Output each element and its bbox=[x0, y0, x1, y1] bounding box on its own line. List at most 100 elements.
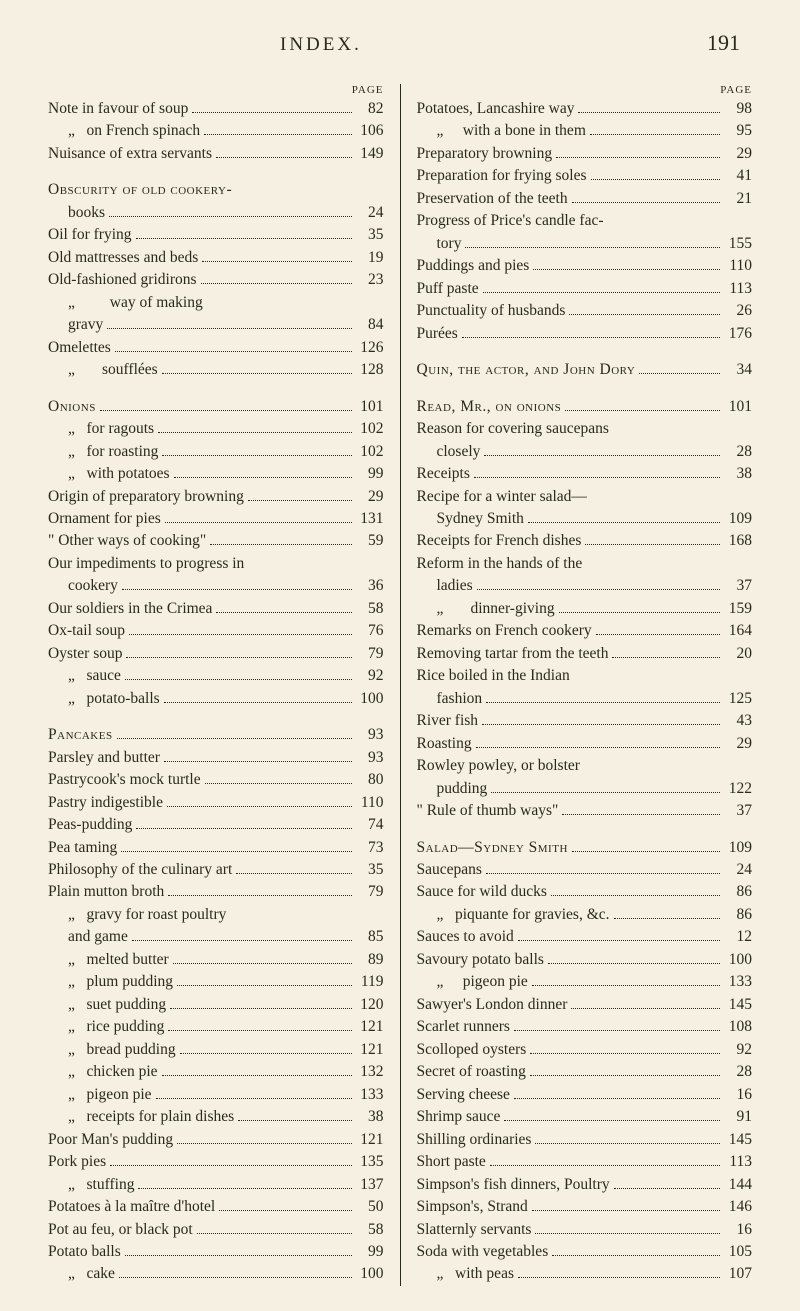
leader-dots bbox=[162, 373, 352, 374]
entry-text: Preservation of the teeth bbox=[417, 188, 568, 210]
entry-page: 113 bbox=[724, 1151, 752, 1173]
entry-text: Potatoes, Lancashire way bbox=[417, 98, 575, 120]
entry-text: Punctuality of husbands bbox=[417, 300, 566, 322]
entry-text: „ suet pudding bbox=[48, 994, 166, 1016]
entry-page: 80 bbox=[356, 769, 384, 791]
index-columns: PAGE Note in favour of soup82„ on French… bbox=[40, 84, 760, 1286]
index-entry: Salad—Sydney Smith109 bbox=[417, 837, 753, 859]
entry-page: 73 bbox=[356, 837, 384, 859]
index-entry: Rowley powley, or bolster bbox=[417, 755, 753, 777]
entry-text: Sauce for wild ducks bbox=[417, 881, 547, 903]
leader-dots bbox=[167, 806, 352, 807]
entry-text: Nuisance of extra servants bbox=[48, 143, 212, 165]
entry-text: „ pigeon pie bbox=[48, 1084, 152, 1106]
leader-dots bbox=[125, 679, 352, 680]
index-entry: „ rice pudding121 bbox=[48, 1016, 384, 1038]
index-entry: Ornament for pies 131 bbox=[48, 508, 384, 530]
index-entry: Serving cheese16 bbox=[417, 1084, 753, 1106]
entry-text: Scolloped oysters bbox=[417, 1039, 527, 1061]
index-entry: Preparation for frying soles41 bbox=[417, 165, 753, 187]
entry-text: „ bread pudding bbox=[48, 1039, 176, 1061]
entry-text: Remarks on French cookery bbox=[417, 620, 592, 642]
index-entry: Scolloped oysters92 bbox=[417, 1039, 753, 1061]
entry-text: " Other ways of cooking" bbox=[48, 530, 206, 552]
entry-text: „ for roasting bbox=[48, 441, 158, 463]
index-entry: Sawyer's London dinner145 bbox=[417, 994, 753, 1016]
entry-page: 102 bbox=[356, 418, 384, 440]
index-entry: „ suet pudding120 bbox=[48, 994, 384, 1016]
entry-text: Saucepans bbox=[417, 859, 482, 881]
entry-text: Quin, the actor, and John Dory bbox=[417, 359, 636, 381]
entry-text: „ with peas bbox=[417, 1263, 514, 1285]
index-entry: Quin, the actor, and John Dory 34 bbox=[417, 359, 753, 381]
entry-text: Peas-pudding bbox=[48, 814, 132, 836]
entry-text: Reform in the hands of the bbox=[417, 553, 583, 575]
index-entry: Parsley and butter93 bbox=[48, 747, 384, 769]
leader-dots bbox=[162, 455, 351, 456]
section-break bbox=[417, 345, 753, 359]
entry-page: 132 bbox=[356, 1061, 384, 1083]
entry-text: Rowley powley, or bolster bbox=[417, 755, 580, 777]
leader-dots bbox=[110, 1165, 351, 1166]
entry-page: 38 bbox=[724, 463, 752, 485]
leader-dots bbox=[119, 1277, 352, 1278]
entry-page: 16 bbox=[724, 1219, 752, 1241]
entry-page: 89 bbox=[356, 949, 384, 971]
index-entry: Note in favour of soup82 bbox=[48, 98, 384, 120]
entry-text: „ pigeon pie bbox=[417, 971, 528, 993]
index-entry: tory155 bbox=[417, 233, 753, 255]
index-entry: Roasting29 bbox=[417, 733, 753, 755]
index-entry: Pork pies135 bbox=[48, 1151, 384, 1173]
left-column: PAGE Note in favour of soup82„ on French… bbox=[40, 84, 401, 1286]
entry-text: Progress of Price's candle fac- bbox=[417, 210, 604, 232]
index-entry: Remarks on French cookery164 bbox=[417, 620, 753, 642]
leader-dots bbox=[559, 612, 720, 613]
leader-dots bbox=[197, 1233, 352, 1234]
entry-text: books bbox=[48, 202, 105, 224]
entry-page: 101 bbox=[356, 396, 384, 418]
leader-dots bbox=[236, 873, 351, 874]
leader-dots bbox=[158, 432, 351, 433]
leader-dots bbox=[248, 500, 352, 501]
entry-page: 34 bbox=[724, 359, 752, 381]
entry-page: 121 bbox=[356, 1129, 384, 1151]
index-entry: Plain mutton broth79 bbox=[48, 881, 384, 903]
right-column: PAGE Potatoes, Lancashire way98„ with a … bbox=[401, 84, 761, 1286]
entry-page: 79 bbox=[356, 643, 384, 665]
entry-page: 35 bbox=[356, 859, 384, 881]
index-entry: fashion125 bbox=[417, 688, 753, 710]
entry-page: 110 bbox=[356, 792, 384, 814]
leader-dots bbox=[177, 985, 351, 986]
entry-page: 137 bbox=[356, 1174, 384, 1196]
leader-dots bbox=[115, 351, 352, 352]
entry-page: 133 bbox=[356, 1084, 384, 1106]
index-entry: „ stuffing137 bbox=[48, 1174, 384, 1196]
index-entry: Sauce for wild ducks86 bbox=[417, 881, 753, 903]
leader-dots bbox=[122, 589, 352, 590]
index-entry: „ with peas107 bbox=[417, 1263, 753, 1285]
entry-page: 131 bbox=[356, 508, 384, 530]
entry-text: ladies bbox=[417, 575, 473, 597]
index-entry: Pea taming 73 bbox=[48, 837, 384, 859]
entry-text: Pea taming bbox=[48, 837, 117, 859]
entry-page: 24 bbox=[356, 202, 384, 224]
leader-dots bbox=[562, 814, 720, 815]
entry-text: „ way of making bbox=[48, 292, 203, 314]
entry-text: „ piquante for gravies, &c. bbox=[417, 904, 610, 926]
index-entry: „ chicken pie132 bbox=[48, 1061, 384, 1083]
entry-page: 110 bbox=[724, 255, 752, 277]
index-entry: cookery36 bbox=[48, 575, 384, 597]
index-entry: Progress of Price's candle fac- bbox=[417, 210, 753, 232]
index-entry: „ sauce92 bbox=[48, 665, 384, 687]
entry-text: Old mattresses and beds bbox=[48, 247, 198, 269]
entry-page: 38 bbox=[356, 1106, 384, 1128]
index-entry: Peas-pudding74 bbox=[48, 814, 384, 836]
entry-text: Ornament for pies bbox=[48, 508, 161, 530]
index-entry: Sydney Smith109 bbox=[417, 508, 753, 530]
index-entry: Our impediments to progress in bbox=[48, 553, 384, 575]
leader-dots bbox=[216, 612, 351, 613]
index-entry: Purées176 bbox=[417, 323, 753, 345]
entry-page: 95 bbox=[724, 120, 752, 142]
entry-text: Note in favour of soup bbox=[48, 98, 188, 120]
section-break bbox=[48, 710, 384, 724]
